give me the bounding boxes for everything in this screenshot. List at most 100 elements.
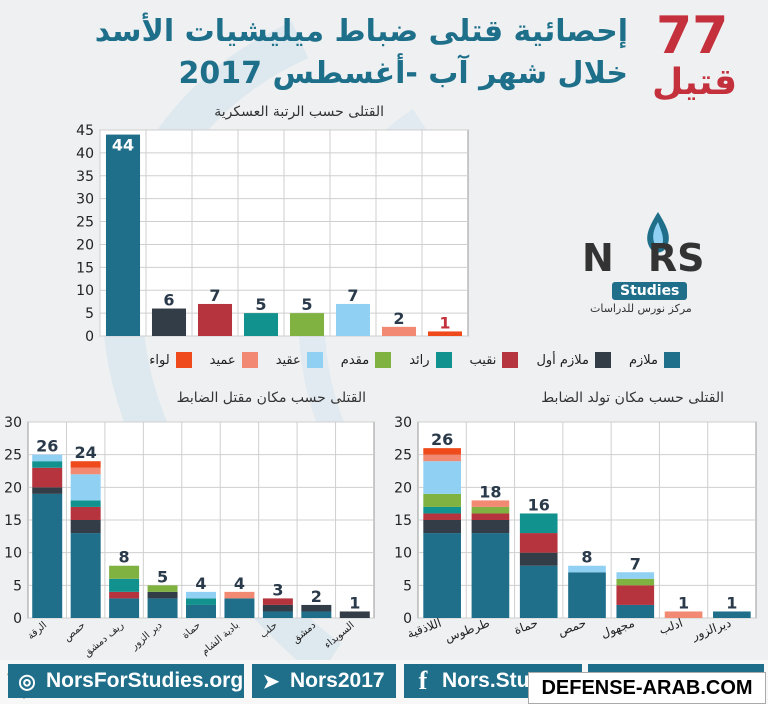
legend-label: ملازم أول xyxy=(536,352,589,368)
legend-item: مقدم xyxy=(340,348,392,372)
bar-segment xyxy=(471,520,510,534)
watermark: DEFENSE-ARAB.COM xyxy=(528,672,766,704)
bar xyxy=(243,313,279,336)
y-tick-label: 0 xyxy=(403,611,412,627)
y-tick-label: 5 xyxy=(13,578,22,594)
legend-swatch xyxy=(594,352,611,368)
bar-segment xyxy=(713,611,751,618)
legend-swatch xyxy=(306,352,323,368)
bar-segment xyxy=(224,598,255,618)
x-tick-label: دمشق xyxy=(290,620,318,646)
bar xyxy=(151,308,187,336)
legend-item: عقيد xyxy=(276,348,323,372)
legend-label: عميد xyxy=(209,352,236,368)
y-tick-label: 0 xyxy=(85,329,94,345)
bar xyxy=(335,303,371,336)
x-tick-label: حمص xyxy=(62,620,88,644)
bar-segment xyxy=(301,604,332,612)
bar-segment xyxy=(224,591,255,599)
x-tick-label: حماة xyxy=(512,616,540,637)
x-tick-label: ريف دمشق xyxy=(82,620,126,660)
legend-swatch xyxy=(241,352,258,368)
x-tick-label: ديرالزور xyxy=(689,616,733,644)
legend: ملازم ملازم أول نقيب رائد مقدم عقيد عميد لواء xyxy=(100,348,680,372)
footer-website-link[interactable]: ◎ NorsForStudies.org xyxy=(8,664,244,698)
bar-segment xyxy=(616,578,655,586)
page-title-line1: إحصائية قتلى ضباط ميليشيات الأسد xyxy=(94,14,628,49)
data-label: 2 xyxy=(393,309,404,328)
y-tick-label: 10 xyxy=(394,546,412,562)
bar-segment xyxy=(519,565,558,618)
bar-segment xyxy=(32,493,63,618)
data-label: 4 xyxy=(195,574,206,593)
data-label: 5 xyxy=(157,567,168,586)
legend-label: لواء xyxy=(149,352,170,368)
y-tick-label: 20 xyxy=(76,237,94,253)
bar-segment xyxy=(32,467,63,488)
y-tick-label: 25 xyxy=(4,448,22,464)
legend-label: عقيد xyxy=(275,352,301,368)
data-label: 5 xyxy=(301,295,312,314)
footer-telegram-link[interactable]: ➤ Nors2017 xyxy=(252,664,396,698)
bar-segment xyxy=(519,552,558,566)
bar-segment xyxy=(70,500,101,507)
y-tick-label: 30 xyxy=(76,192,94,208)
y-tick-label: 20 xyxy=(4,480,22,496)
bar-segment xyxy=(423,448,461,455)
bar-segment xyxy=(423,520,461,534)
bar-segment xyxy=(262,604,293,612)
data-label: 1 xyxy=(349,593,360,612)
chart-rank: 0 5 10 15 20 25 30 35 40 45 44 6 7 5 5 7 2 1 xyxy=(76,123,469,345)
x-tick-label: دير الزور xyxy=(128,620,164,653)
bar-segment xyxy=(423,461,461,494)
bar-segment xyxy=(147,585,178,592)
legend-label: نقيب xyxy=(469,352,497,368)
bar-segment xyxy=(109,565,140,579)
y-tick-label: 20 xyxy=(394,480,412,496)
bar-segment xyxy=(262,598,293,605)
total-killed-label: قتيل xyxy=(652,62,738,103)
chart-birthplace-title: القتلى حسب مكان تولد الضابط xyxy=(541,390,724,406)
legend-item: ملازم أول xyxy=(536,348,611,372)
legend-label: رائد xyxy=(409,352,430,368)
bar-segment xyxy=(70,520,101,534)
data-label: 44 xyxy=(112,136,134,155)
bar-segment xyxy=(186,604,216,618)
footer-website-text: NorsForStudies.org xyxy=(46,669,244,692)
y-tick-label: 15 xyxy=(394,513,412,529)
bar-segment xyxy=(70,474,101,501)
y-tick-label: 5 xyxy=(85,306,94,322)
x-tick-label: طرطوس xyxy=(443,616,492,646)
logo-studies-badge: Studies xyxy=(612,282,688,300)
x-tick-label: ادلب xyxy=(657,616,684,637)
y-tick-label: 0 xyxy=(13,611,22,627)
bar-segment xyxy=(568,565,606,573)
x-tick-label: حماة xyxy=(180,620,203,641)
y-tick-label: 25 xyxy=(76,215,94,231)
bar-segment xyxy=(471,533,510,618)
legend-label: مقدم xyxy=(340,352,370,368)
bar-segment xyxy=(519,533,558,553)
facebook-icon: f xyxy=(418,666,428,695)
data-label: 6 xyxy=(163,291,174,310)
y-tick-label: 40 xyxy=(76,146,94,162)
bar-segment xyxy=(616,585,655,605)
x-tick-label: السويداء xyxy=(322,620,356,651)
bar-segment xyxy=(423,454,461,462)
nors-logo: N RS Studies مركز نورس للدراسات xyxy=(582,208,722,318)
data-label: 5 xyxy=(255,295,266,314)
bar-segment xyxy=(301,611,332,618)
data-label: 1 xyxy=(678,593,689,612)
data-label: 8 xyxy=(581,548,592,567)
logo-arabic-text: مركز نورس للدراسات xyxy=(590,302,692,315)
legend-swatch xyxy=(502,352,519,368)
logo-text-rs: RS xyxy=(647,236,705,280)
legend-swatch xyxy=(375,352,392,368)
x-tick-label: بادية الشام xyxy=(199,620,241,658)
bar-segment xyxy=(147,598,178,618)
y-tick-label: 10 xyxy=(4,546,22,562)
data-label: 1 xyxy=(726,593,737,612)
legend-swatch xyxy=(664,352,680,368)
bar-segment xyxy=(471,500,510,507)
data-label: 26 xyxy=(431,430,453,449)
